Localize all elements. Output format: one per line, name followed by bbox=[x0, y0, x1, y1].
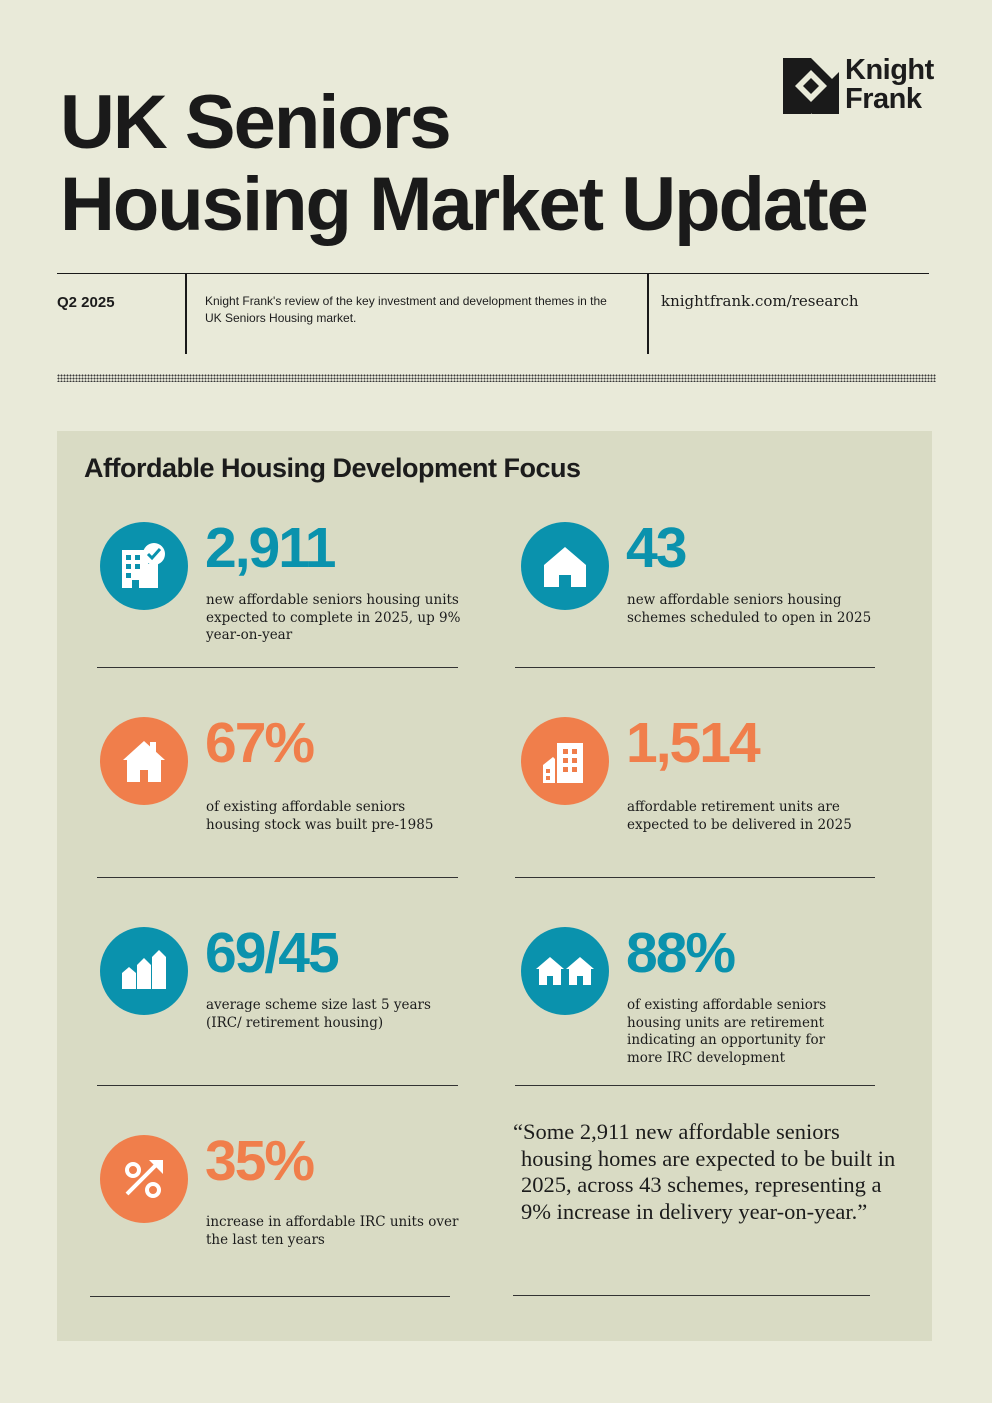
divider bbox=[515, 877, 875, 878]
percent-arrow-icon bbox=[100, 1135, 188, 1223]
stat-value: 67% bbox=[205, 711, 315, 775]
page-title: UK Seniors Housing Market Update bbox=[60, 80, 869, 247]
house-icon bbox=[521, 522, 609, 610]
stat-card: 67% of existing affordable seniors housi… bbox=[96, 713, 458, 913]
stat-value: 43 bbox=[626, 516, 687, 580]
knight-frank-logo: Knight Frank bbox=[783, 56, 935, 116]
title-line-1: UK Seniors bbox=[60, 80, 452, 165]
logo-line-2: Frank bbox=[845, 83, 922, 115]
stat-value: 2,911 bbox=[205, 516, 336, 580]
divider bbox=[515, 1085, 875, 1086]
stat-description: average scheme size last 5 years (IRC/ r… bbox=[206, 997, 431, 1031]
divider bbox=[97, 877, 458, 878]
stat-value: 88% bbox=[626, 921, 736, 985]
report-quarter: Q2 2025 bbox=[57, 294, 115, 311]
stat-description: new affordable seniors housing schemes s… bbox=[627, 592, 872, 626]
divider bbox=[97, 667, 458, 668]
stat-description: affordable retirement units are expected… bbox=[627, 799, 852, 833]
info-bar: Q2 2025 Knight Frank's review of the key… bbox=[57, 273, 929, 354]
stat-description: increase in affordable IRC units over th… bbox=[206, 1214, 459, 1248]
stat-card: 1,514 affordable retirement units are ex… bbox=[517, 713, 879, 913]
bar-buildings-icon bbox=[100, 927, 188, 1015]
stat-card: 43 new affordable seniors housing scheme… bbox=[517, 518, 879, 718]
knight-frank-logo-mark-icon bbox=[783, 58, 839, 114]
divider bbox=[90, 1296, 450, 1297]
stat-value: 69/45 bbox=[205, 921, 340, 985]
divider bbox=[513, 1295, 870, 1296]
stat-description: of existing affordable seniors housing s… bbox=[206, 799, 434, 833]
stat-description: new affordable seniors housing units exp… bbox=[206, 592, 461, 643]
report-description: Knight Frank's review of the key investm… bbox=[205, 294, 607, 325]
logo-line-1: Knight bbox=[845, 54, 934, 86]
section-heading: Affordable Housing Development Focus bbox=[84, 453, 581, 483]
research-link[interactable]: knightfrank.com/research bbox=[661, 292, 859, 310]
apartment-block-icon bbox=[521, 717, 609, 805]
stat-card: 69/45 average scheme size last 5 years (… bbox=[96, 923, 458, 1123]
logo-wordmark: Knight Frank bbox=[845, 56, 934, 114]
divider bbox=[97, 1085, 458, 1086]
divider bbox=[515, 667, 875, 668]
divider bbox=[647, 274, 649, 354]
title-line-2: Housing Market Update bbox=[60, 162, 869, 247]
affordable-housing-panel: Affordable Housing Development Focus 2,9… bbox=[57, 431, 932, 1341]
old-house-icon bbox=[100, 717, 188, 805]
divider bbox=[185, 274, 187, 354]
stat-description: of existing affordable seniors housing u… bbox=[627, 997, 827, 1066]
building-check-icon bbox=[100, 522, 188, 610]
stat-value: 1,514 bbox=[626, 711, 761, 775]
pull-quote: “Some 2,911 new affordable seniors housi… bbox=[513, 1119, 896, 1224]
stat-card: 2,911 new affordable seniors housing uni… bbox=[96, 516, 461, 718]
stat-card: 35% increase in affordable IRC units ove… bbox=[96, 1131, 458, 1331]
two-houses-icon bbox=[521, 927, 609, 1015]
stat-card: 88% of existing affordable seniors housi… bbox=[517, 923, 879, 1123]
dotted-divider bbox=[57, 374, 936, 382]
stat-value: 35% bbox=[205, 1129, 315, 1193]
